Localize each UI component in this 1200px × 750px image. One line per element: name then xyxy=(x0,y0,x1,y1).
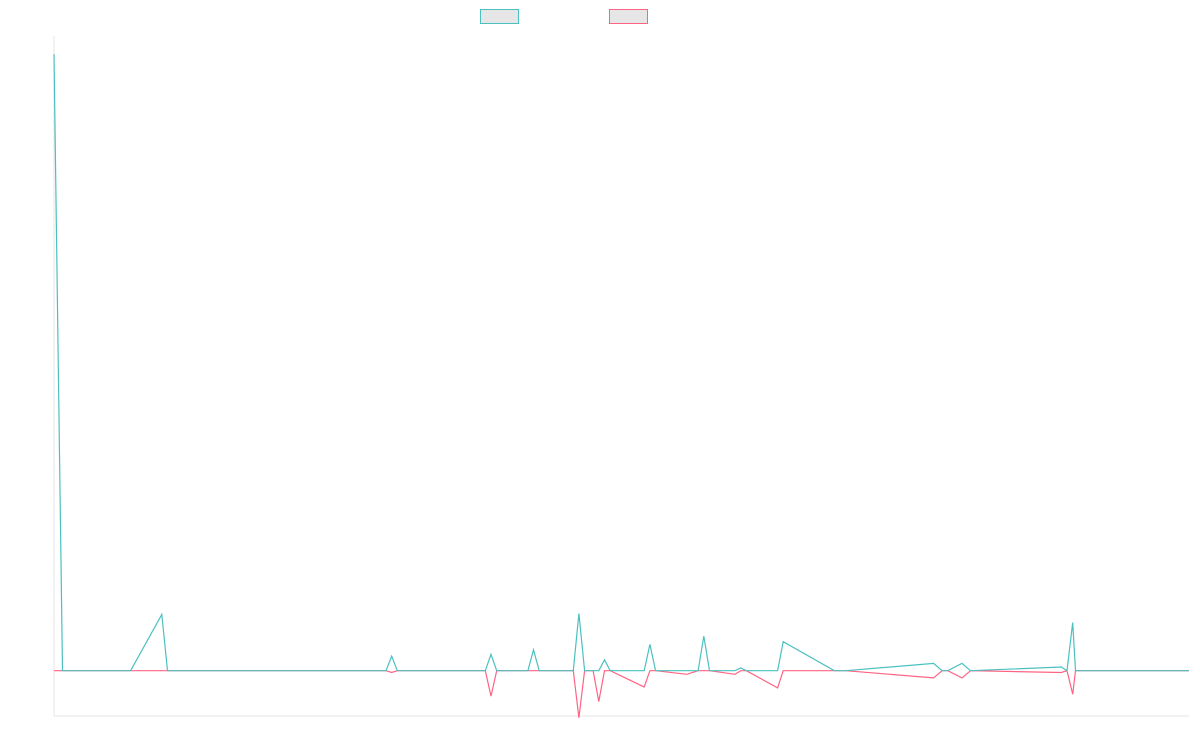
series-layer xyxy=(53,54,1189,718)
legend-swatch-series-2 xyxy=(609,9,648,24)
series-1-line[interactable] xyxy=(53,54,1189,672)
legend xyxy=(480,9,654,24)
legend-swatch-series-1 xyxy=(480,9,519,24)
series-2-line[interactable] xyxy=(54,669,1189,718)
legend-item-series-2[interactable] xyxy=(609,9,654,24)
legend-item-series-1[interactable] xyxy=(480,9,525,24)
